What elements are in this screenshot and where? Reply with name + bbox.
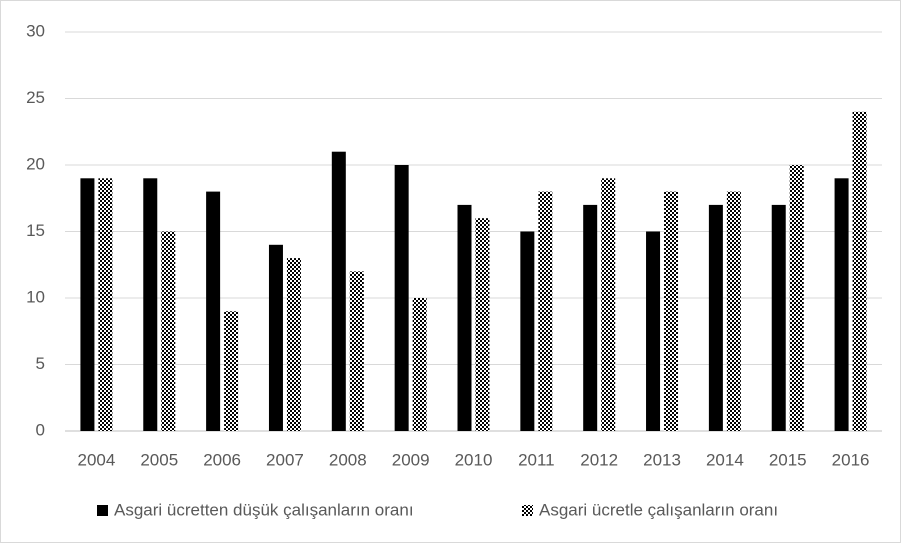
- bar: [80, 178, 95, 431]
- bar: [726, 191, 741, 431]
- bar: [394, 165, 409, 431]
- y-tick-label: 20: [26, 154, 45, 173]
- legend-swatch: [522, 505, 533, 516]
- y-tick-label: 15: [26, 221, 45, 240]
- bar: [708, 204, 723, 431]
- y-tick-label: 0: [36, 420, 45, 439]
- x-tick-label: 2013: [643, 450, 681, 469]
- x-tick-label: 2005: [140, 450, 178, 469]
- x-tick-label: 2011: [518, 450, 555, 469]
- bar: [664, 191, 679, 431]
- bar: [349, 271, 364, 431]
- x-tick-label: 2010: [455, 450, 493, 469]
- bar: [224, 311, 239, 431]
- y-tick-label: 30: [26, 21, 45, 40]
- bar: [286, 258, 301, 431]
- bar: [646, 231, 661, 431]
- x-tick-label: 2008: [329, 450, 367, 469]
- bar: [852, 111, 867, 432]
- bar: [268, 244, 283, 431]
- x-tick-label: 2016: [832, 450, 870, 469]
- x-tick-label: 2007: [266, 450, 304, 469]
- y-tick-label: 25: [26, 88, 45, 107]
- x-tick-label: 2009: [392, 450, 430, 469]
- bar: [601, 178, 616, 431]
- x-tick-label: 2014: [706, 450, 744, 469]
- bar: [771, 204, 786, 431]
- bar: [143, 178, 158, 431]
- bar: [475, 218, 490, 431]
- y-tick-label: 5: [36, 354, 45, 373]
- bar: [161, 231, 176, 431]
- x-tick-label: 2015: [769, 450, 807, 469]
- bar: [412, 298, 427, 431]
- y-tick-label: 10: [26, 287, 45, 306]
- bar: [457, 204, 472, 431]
- bar: [789, 165, 804, 431]
- legend-swatch: [97, 505, 108, 516]
- bar: [331, 151, 346, 431]
- x-tick-label: 2012: [580, 450, 618, 469]
- bar: [834, 178, 849, 431]
- bar: [206, 191, 221, 431]
- legend-label: Asgari ücretten düşük çalışanların oranı: [114, 500, 414, 519]
- legend-label: Asgari ücretle çalışanların oranı: [539, 500, 778, 519]
- x-tick-label: 2004: [78, 450, 116, 469]
- bar: [538, 191, 553, 431]
- bar: [520, 231, 535, 431]
- x-tick-label: 2006: [203, 450, 241, 469]
- bar: [98, 178, 113, 431]
- bar: [583, 204, 598, 431]
